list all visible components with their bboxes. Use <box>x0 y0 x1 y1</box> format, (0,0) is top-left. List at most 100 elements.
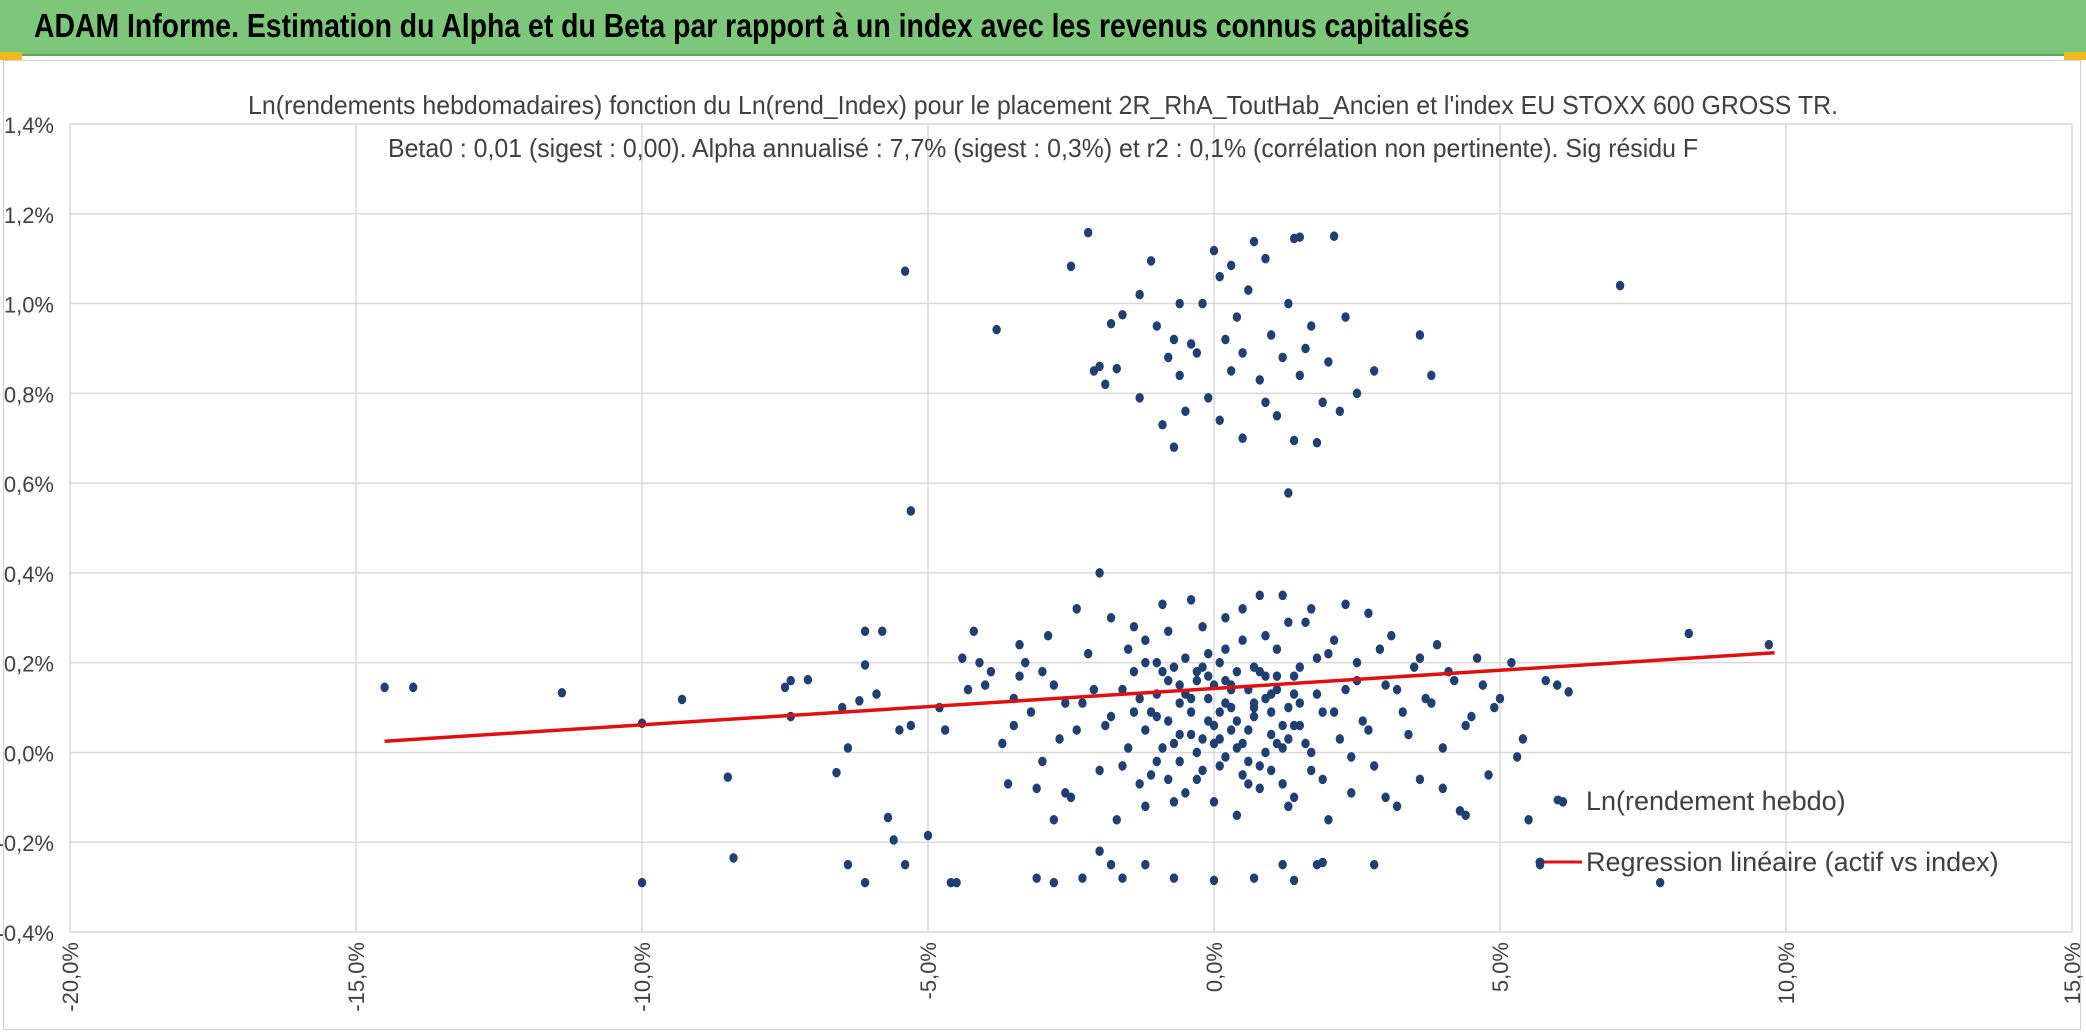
data-point <box>1289 689 1299 699</box>
data-point <box>1255 783 1264 794</box>
data-point <box>1364 608 1373 619</box>
data-point <box>1295 370 1305 381</box>
data-point <box>1215 657 1224 668</box>
data-point <box>1152 321 1162 331</box>
data-point <box>1329 707 1339 717</box>
data-point <box>1272 671 1282 681</box>
data-point <box>1541 675 1550 686</box>
data-point <box>1329 635 1339 646</box>
data-point <box>1238 738 1247 749</box>
data-point <box>1564 687 1573 697</box>
data-point <box>1215 415 1224 426</box>
data-point <box>1507 657 1516 668</box>
data-point <box>1352 388 1362 399</box>
data-point <box>1135 693 1144 704</box>
data-point <box>1209 245 1219 256</box>
legend-label-points: Ln(rendement hebdo) <box>1586 786 1846 816</box>
x-tick-label: -5,0% <box>916 942 941 999</box>
y-tick-label: 0,4% <box>4 562 54 587</box>
data-point <box>1684 628 1693 639</box>
data-point <box>1066 792 1076 803</box>
data-point <box>1272 410 1282 421</box>
data-point <box>981 680 990 690</box>
data-point <box>1404 729 1413 740</box>
data-point <box>1181 653 1190 663</box>
data-point <box>1278 590 1287 601</box>
data-point <box>1124 644 1133 654</box>
data-point <box>1307 765 1316 776</box>
data-point <box>1215 707 1224 717</box>
data-point <box>1009 720 1018 731</box>
data-point <box>872 689 881 699</box>
data-point <box>1083 227 1093 238</box>
data-point <box>409 682 418 693</box>
data-point <box>1186 729 1196 740</box>
data-point <box>1106 612 1116 623</box>
data-point <box>1278 743 1287 753</box>
data-point <box>1124 743 1133 753</box>
data-point <box>1164 774 1173 785</box>
data-point <box>1226 725 1236 735</box>
data-point <box>1278 779 1287 789</box>
data-point <box>1289 435 1299 446</box>
data-point <box>975 657 984 668</box>
data-point <box>1387 630 1396 641</box>
data-point <box>895 725 904 735</box>
data-point <box>1038 756 1047 767</box>
data-point <box>1215 271 1224 282</box>
data-point <box>1381 792 1390 803</box>
data-point <box>1364 725 1373 735</box>
data-point <box>729 853 738 863</box>
data-point <box>952 877 961 888</box>
data-point <box>1146 256 1156 266</box>
data-point <box>1135 393 1144 403</box>
y-tick-label: -0,4% <box>0 921 54 946</box>
data-point <box>1198 662 1207 672</box>
data-point <box>832 767 841 778</box>
data-point <box>1106 318 1116 329</box>
data-point <box>1318 774 1327 785</box>
data-point <box>803 674 813 685</box>
data-point <box>1049 877 1059 888</box>
data-point <box>780 682 790 693</box>
data-point <box>1181 788 1190 798</box>
data-point <box>1038 666 1047 677</box>
data-point <box>1169 738 1179 749</box>
data-point <box>940 725 950 735</box>
data-point <box>963 684 973 695</box>
data-point <box>1192 675 1202 686</box>
data-point <box>1472 653 1482 663</box>
data-point <box>1186 595 1196 605</box>
data-point <box>1101 720 1110 731</box>
data-point <box>1175 756 1184 767</box>
data-point <box>1295 232 1305 242</box>
data-point <box>1272 684 1282 695</box>
data-point <box>992 324 1001 335</box>
data-point <box>1410 662 1419 672</box>
data-point <box>1415 330 1425 340</box>
data-point <box>1278 720 1287 731</box>
data-point <box>1164 716 1173 726</box>
data-point <box>1164 352 1173 363</box>
data-point <box>986 666 996 677</box>
data-point <box>1249 236 1259 247</box>
data-point <box>1221 675 1230 686</box>
data-point <box>1209 720 1219 731</box>
data-point <box>958 653 967 663</box>
data-point <box>1238 348 1247 358</box>
data-point <box>1032 783 1041 794</box>
data-point <box>1152 657 1162 668</box>
data-point <box>860 660 870 670</box>
data-point <box>1198 765 1207 776</box>
data-point <box>1072 725 1081 735</box>
chart-subtitle: Beta0 : 0,01 (sigest : 0,00). Alpha annu… <box>388 133 1698 163</box>
data-point <box>1381 680 1390 690</box>
data-point <box>1015 639 1024 650</box>
data-point <box>1238 433 1247 444</box>
data-point <box>1267 729 1276 740</box>
y-tick-label: 1,0% <box>4 293 54 318</box>
data-point <box>1415 774 1425 785</box>
data-point <box>1158 599 1167 610</box>
data-point <box>1221 644 1230 654</box>
y-tick-label: -0,2% <box>0 831 54 856</box>
